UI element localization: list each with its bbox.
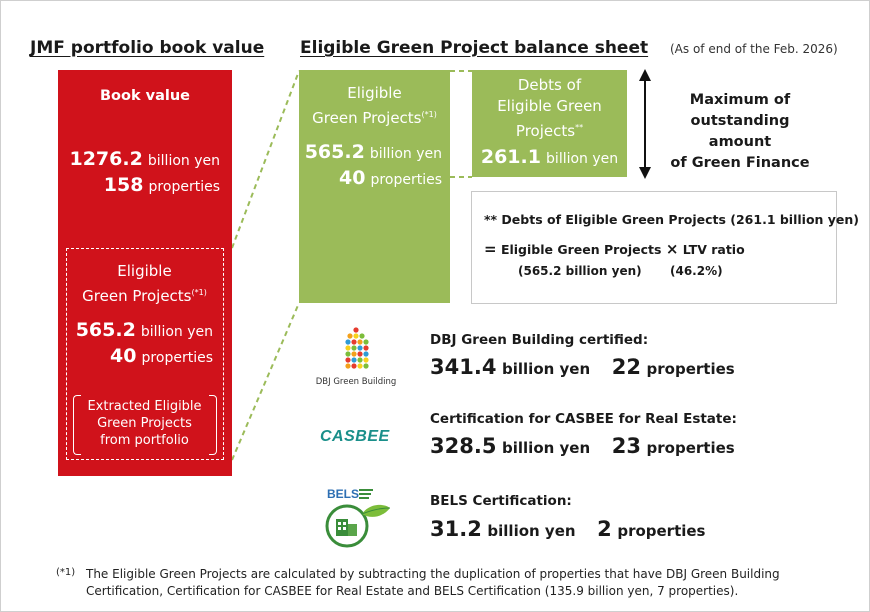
max-outstanding-line2: outstanding amount: [690, 113, 790, 150]
debt-note-line2b: LTV ratio: [682, 242, 745, 257]
dbj-logo-icon: [345, 327, 369, 369]
green-assets-title-line1: Eligible: [347, 84, 402, 102]
book-value-count-unit: properties: [148, 179, 220, 195]
green-debts-amount: 261.1 billion yen: [472, 146, 627, 168]
extracted-label: Extracted Eligible Green Projects from p…: [79, 398, 210, 449]
dbj-logo: DBJ Green Building: [314, 325, 398, 387]
eligible-inner-count-unit: properties: [141, 350, 213, 366]
cert-casbee-number: 328.5: [430, 434, 497, 458]
cert-bels-title: BELS Certification:: [430, 493, 572, 509]
green-assets-unit: billion yen: [369, 146, 442, 162]
green-debts-box: Debts of Eligible Green Projects** 261.1…: [472, 70, 627, 177]
cert-casbee-unit: billion yen: [502, 439, 591, 457]
bels-logo-icon: BELS: [325, 487, 391, 548]
green-debts-title-line1: Debts of: [517, 76, 582, 94]
dbj-logo-text: DBJ Green Building: [315, 377, 397, 387]
debt-note-eq: =: [484, 240, 497, 258]
eligible-inner-number: 565.2: [75, 319, 136, 341]
eligible-inner-note-mark: (*1): [191, 288, 207, 297]
book-value-unit: billion yen: [147, 153, 220, 169]
cert-dbj-values: 341.4 billion yen 22 properties: [430, 355, 735, 379]
balance-sheet-heading: Eligible Green Project balance sheet: [300, 38, 649, 58]
max-outstanding-line3: of Green Finance: [670, 155, 810, 171]
eligible-inner-unit: billion yen: [140, 324, 213, 340]
green-debts-title: Debts of Eligible Green Projects**: [472, 75, 627, 142]
green-debts-number: 261.1: [480, 146, 541, 168]
cert-casbee-count-unit: properties: [646, 439, 735, 457]
cert-dbj-count-unit: properties: [646, 360, 735, 378]
green-assets-amount: 565.2 billion yen: [305, 141, 442, 163]
book-value-amount: 1276.2 billion yen: [69, 148, 220, 170]
green-debts-title-line3: Projects: [515, 122, 576, 140]
footnote-mark: (*1): [56, 567, 76, 578]
book-value-count: 158 properties: [104, 174, 220, 196]
cert-dbj-title: DBJ Green Building certified:: [430, 332, 649, 348]
green-assets-title-line2: Green Projects: [312, 109, 422, 127]
green-debts-unit: billion yen: [546, 151, 619, 167]
book-value-box: Book value 1276.2 billion yen 158 proper…: [58, 70, 232, 476]
eligible-inner-amount: 565.2 billion yen: [76, 319, 213, 341]
casbee-logo: CASBEE: [318, 425, 398, 445]
as-of-date: (As of end of the Feb. 2026): [670, 42, 838, 56]
green-assets-count-number: 40: [339, 167, 366, 189]
green-debts-note-mark: **: [575, 123, 584, 132]
book-value-number: 1276.2: [69, 148, 143, 170]
cert-bels-values: 31.2 billion yen 2 properties: [430, 517, 706, 541]
cert-bels-count-unit: properties: [617, 522, 706, 540]
footnote-text: The Eligible Green Projects are calculat…: [86, 567, 780, 598]
cert-dbj-count: 22: [611, 355, 641, 379]
green-assets-title-line2-wrap: Green Projects(*1): [299, 104, 450, 129]
green-assets-number: 565.2: [304, 141, 365, 163]
cert-bels-unit: billion yen: [487, 522, 576, 540]
cert-casbee-count: 23: [611, 434, 641, 458]
max-outstanding-label: Maximum of outstanding amount of Green F…: [660, 90, 820, 174]
debt-note-line2: = Eligible Green Projects × LTV ratio: [484, 240, 745, 258]
bels-logo: BELS: [318, 486, 396, 550]
cert-casbee-values: 328.5 billion yen 23 properties: [430, 434, 735, 458]
green-assets-count-unit: properties: [370, 172, 442, 188]
extracted-line3: from portfolio: [100, 433, 189, 448]
cert-dbj-number: 341.4: [430, 355, 497, 379]
cert-casbee-title: Certification for CASBEE for Real Estate…: [430, 411, 737, 427]
green-debts-title-line2: Eligible Green: [497, 97, 602, 115]
eligible-inner-title-line2-wrap: Green Projects(*1): [67, 282, 222, 307]
green-debts-title-line3-wrap: Projects**: [472, 117, 627, 142]
connector-top-line: [231, 70, 300, 249]
casbee-logo-text: CASBEE: [320, 428, 391, 445]
eligible-inner-count: 40 properties: [110, 345, 213, 367]
debt-note-line2a: Eligible Green Projects: [500, 242, 662, 257]
book-value-count-number: 158: [103, 174, 144, 196]
extracted-line1: Extracted Eligible: [87, 399, 202, 414]
cert-bels-count: 2: [597, 517, 612, 541]
connector-bottom-line: [231, 302, 300, 461]
eligible-inner-box: Eligible Green Projects(*1) 565.2 billio…: [66, 248, 224, 460]
arrow-up-head: [639, 69, 651, 81]
debt-note-times: ×: [665, 240, 679, 258]
eligible-inner-count-number: 40: [110, 345, 137, 367]
bracket-right: [209, 395, 217, 455]
eligible-inner-title: Eligible Green Projects(*1): [67, 261, 222, 307]
portfolio-heading: JMF portfolio book value: [30, 38, 265, 58]
max-outstanding-line1: Maximum of: [689, 92, 791, 108]
cert-dbj-unit: billion yen: [502, 360, 591, 378]
green-assets-box: Eligible Green Projects(*1) 565.2 billio…: [299, 70, 450, 303]
debt-note-box: ** Debts of Eligible Green Projects (261…: [471, 191, 859, 304]
arrow-down-head: [639, 167, 651, 179]
extracted-line2: Green Projects: [97, 416, 192, 431]
cert-bels-number: 31.2: [430, 517, 482, 541]
casbee-logo-icon: CASBEE: [320, 428, 391, 445]
debt-note-sub1: (565.2 billion yen): [518, 264, 642, 278]
debt-note-line1: ** Debts of Eligible Green Projects (261…: [484, 212, 860, 227]
green-assets-count: 40 properties: [339, 167, 442, 189]
bracket-left: [73, 395, 81, 455]
green-assets-title: Eligible Green Projects(*1): [299, 83, 450, 129]
bels-logo-text: BELS: [327, 487, 359, 501]
eligible-inner-title-line2: Green Projects: [82, 287, 192, 305]
eligible-inner-title-line1: Eligible: [117, 262, 172, 280]
book-value-title: Book value: [99, 88, 191, 104]
debt-note-sub2: (46.2%): [670, 264, 723, 278]
green-assets-note-mark: (*1): [421, 110, 437, 119]
